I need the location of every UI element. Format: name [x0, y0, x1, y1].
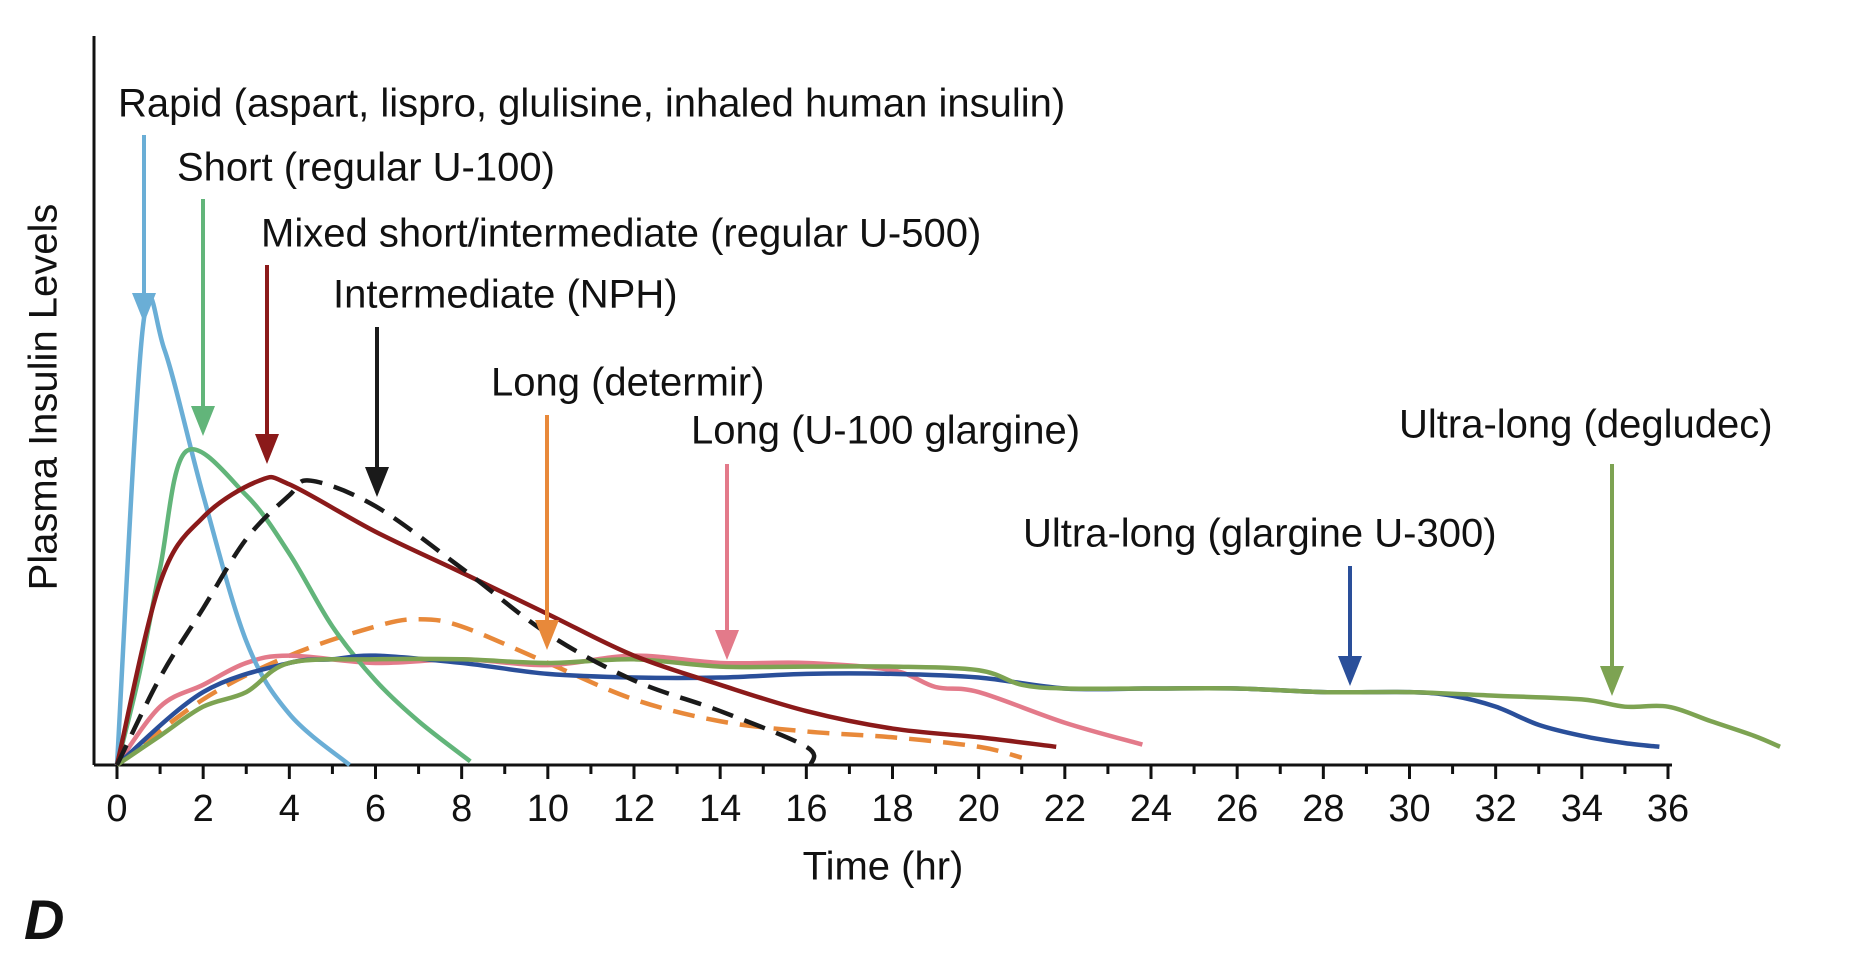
- x-tick-label: 24: [1130, 788, 1172, 830]
- x-tick-label: 22: [1044, 788, 1086, 830]
- series-label: Short (regular U-100): [177, 146, 555, 190]
- x-tick-label: 12: [613, 788, 655, 830]
- x-tick-label: 28: [1302, 788, 1344, 830]
- arrow-head: [255, 434, 279, 464]
- series-label: Ultra-long (degludec): [1399, 403, 1773, 447]
- x-tick-label: 20: [958, 788, 1000, 830]
- x-tick-label: 16: [785, 788, 827, 830]
- x-tick-label: 18: [871, 788, 913, 830]
- series-label: Mixed short/intermediate (regular U-500): [261, 212, 981, 256]
- series-line: [115, 616, 1023, 767]
- series-label: Intermediate (NPH): [333, 273, 678, 317]
- series-label: Ultra-long (glargine U-300): [1023, 512, 1497, 556]
- series-label: Long (determir): [491, 361, 764, 405]
- x-tick-label: 8: [451, 788, 472, 830]
- series-label: Rapid (aspart, lispro, glulisine, inhale…: [118, 82, 1065, 126]
- series-line: [115, 653, 1660, 767]
- y-axis-label: Plasma Insulin Levels: [22, 204, 66, 591]
- series-line: [114, 474, 1057, 766]
- x-tick-label: 10: [527, 788, 569, 830]
- x-tick-label: 14: [699, 788, 741, 830]
- arrow-head: [132, 293, 156, 323]
- x-axis-label: Time (hr): [803, 845, 964, 889]
- x-tick-label: 32: [1475, 788, 1517, 830]
- x-tick-label: 6: [365, 788, 386, 830]
- series-line: [114, 294, 352, 767]
- x-tick-label: 36: [1647, 788, 1689, 830]
- x-tick-label: 30: [1388, 788, 1430, 830]
- series-line: [114, 478, 817, 766]
- series-line: [115, 656, 1781, 767]
- arrow-head: [535, 620, 559, 650]
- x-tick-label: 4: [279, 788, 300, 830]
- arrow-head: [1338, 656, 1362, 686]
- arrow-head: [365, 467, 389, 497]
- x-tick-label: 34: [1561, 788, 1603, 830]
- arrow-head: [715, 630, 739, 660]
- x-tick-label: 0: [106, 788, 127, 830]
- figure-label: D: [24, 888, 64, 951]
- x-tick-label: 2: [193, 788, 214, 830]
- x-tick-label: 26: [1216, 788, 1258, 830]
- series-label: Long (U-100 glargine): [691, 409, 1080, 453]
- arrow-head: [1600, 666, 1624, 696]
- arrow-head: [191, 406, 215, 436]
